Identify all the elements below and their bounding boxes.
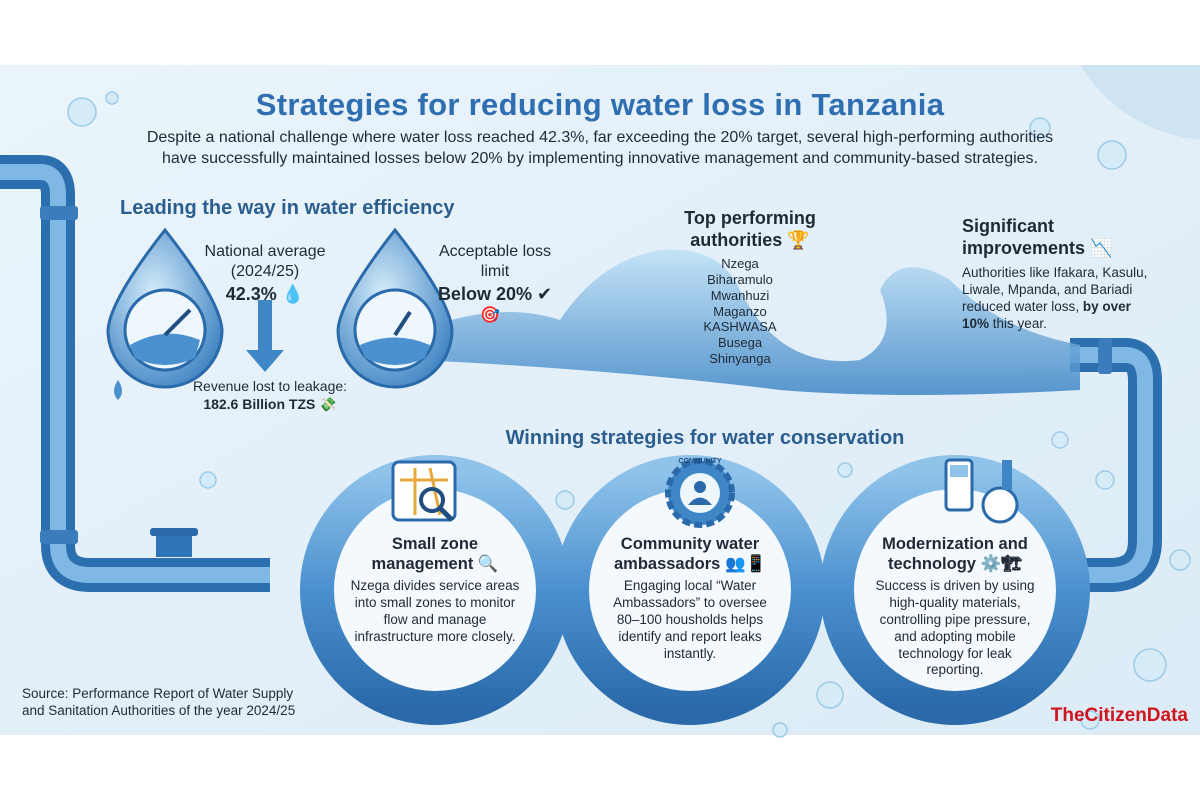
authority: KASHWASA (703, 319, 777, 335)
community-icon (665, 458, 735, 528)
pipe-highlight (0, 164, 270, 583)
pipe-joint (1098, 338, 1112, 374)
brand: TheCitizenData (1050, 705, 1188, 726)
national-label: National average (2024/25) (204, 243, 326, 280)
wave (420, 249, 1080, 395)
limit-label: Acceptable loss limit (438, 243, 552, 280)
strategy-title: Modernization and technology ⚙️🏗 (882, 535, 1028, 573)
strategy-rings (300, 455, 1090, 725)
authority: Maganzo (713, 303, 767, 319)
text: this year. (992, 315, 1047, 331)
pipe-joint (40, 530, 78, 544)
meter-icon (944, 458, 1019, 524)
strategy-text: Nzega divides service areas into small z… (350, 578, 520, 644)
authority: Nzega (721, 256, 759, 271)
strategies-heading: Winning strategies for water conservatio… (505, 427, 905, 449)
corner-splash (1080, 65, 1200, 140)
revenue-value: 182.6 Billion TZS 💸 (203, 396, 337, 412)
pipe-highlight (1070, 347, 1153, 583)
faucet (156, 535, 192, 557)
text: Authorities like Ifakara, Kasulu, Liwale… (962, 265, 1148, 314)
section-heading: Leading the way in water efficiency (120, 197, 455, 219)
bubbles (67, 91, 1191, 738)
authority: Biharamulo (707, 271, 773, 287)
limit-icon: 🎯 (480, 307, 500, 324)
intro: Despite a national challenge where water… (146, 129, 1054, 167)
improvements-text: Authorities like Ifakara, Kasulu, Liwale… (962, 265, 1148, 331)
map-icon (391, 460, 457, 522)
strategy-text: Engaging local “Water Ambassadors” to ov… (613, 578, 767, 661)
source: Source: Performance Report of Water Supp… (22, 686, 296, 718)
down-arrow (246, 300, 284, 372)
strategy-title: Small zone management 🔍 (371, 535, 499, 573)
revenue-label: Revenue lost to leakage: (192, 378, 348, 394)
title: Strategies for reducing water loss in Ta… (255, 87, 945, 122)
drop-gauge-limit (336, 227, 454, 389)
drop-gauge-national (106, 227, 224, 400)
pipe-joint (40, 206, 78, 220)
strategy-title: Community water ambassadors 👥📱 (613, 535, 767, 573)
authority-list: Nzega Biharamulo Mwanhuzi Maganzo KASHWASA Bu… (670, 256, 810, 367)
faucet-handle (150, 528, 198, 536)
icon-label: COMMUNITY (678, 458, 722, 465)
improvements-heading: Significant improvements 📉 (962, 216, 1113, 258)
limit-value: Below 20% ✔ (437, 284, 553, 304)
national-value: 42.3% 💧 (225, 284, 305, 304)
top-heading: Top performing authorities 🏆 (684, 208, 816, 250)
strategy-text: Success is driven by using high-quality … (875, 578, 1035, 678)
authority: Shinyanga (709, 351, 771, 367)
authority: Busega (717, 335, 763, 351)
authority: Mwanhuzi (710, 287, 770, 303)
emphasis: by over 10% (962, 298, 1131, 331)
